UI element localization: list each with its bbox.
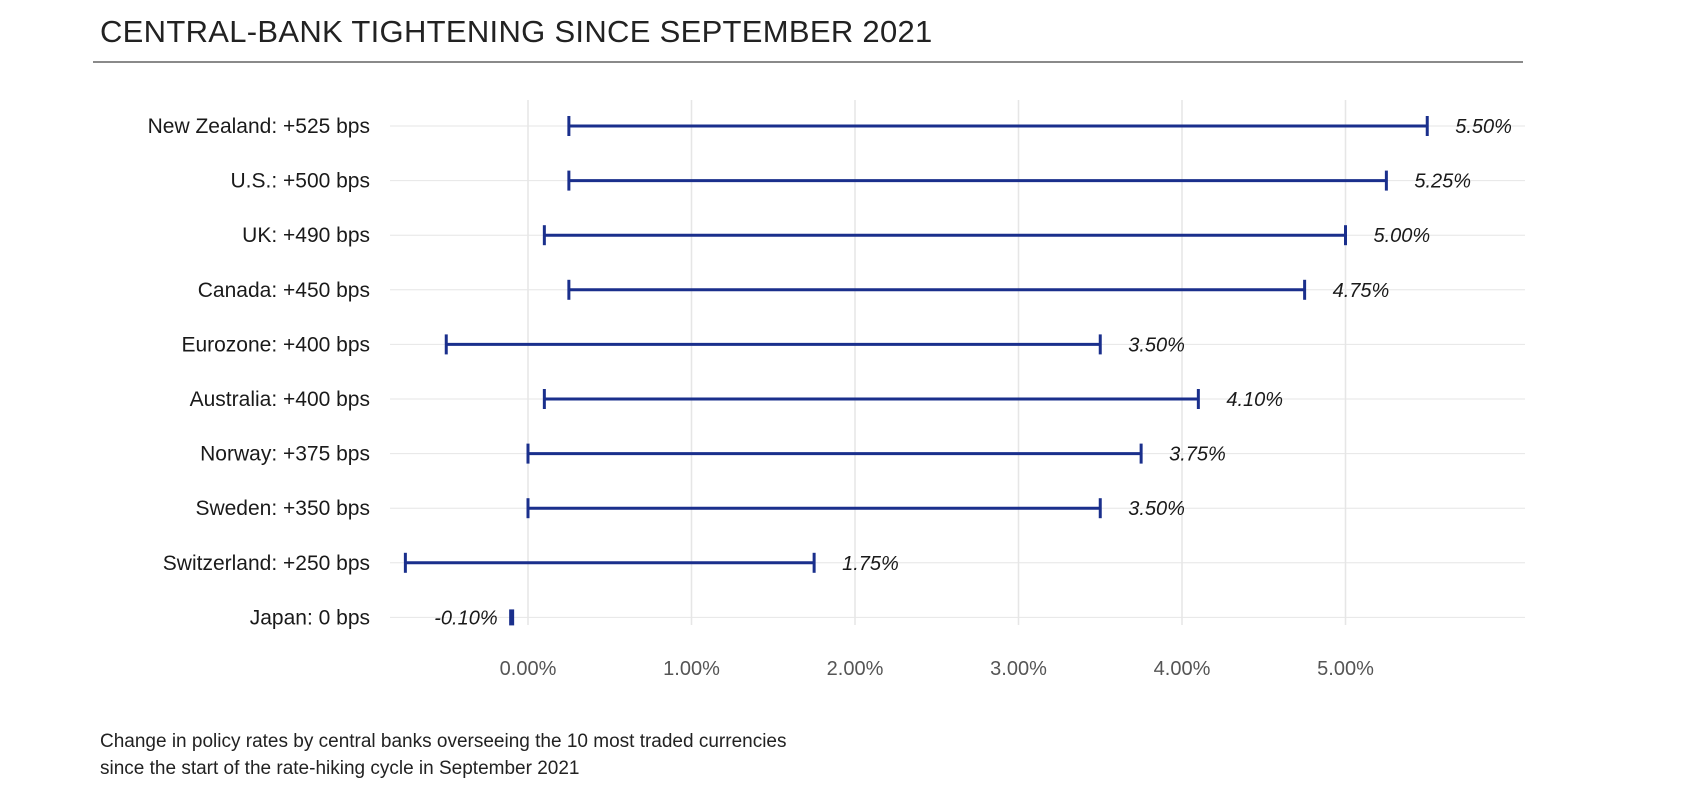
end-value-label: 5.50% bbox=[1455, 116, 1512, 138]
row-label: Eurozone: +400 bps bbox=[181, 333, 370, 356]
end-value-label: 3.50% bbox=[1128, 334, 1185, 356]
end-value-label: 4.75% bbox=[1333, 280, 1390, 302]
row-label: New Zealand: +525 bps bbox=[148, 115, 370, 138]
x-tick-label: 1.00% bbox=[663, 658, 720, 680]
x-tick-label: 4.00% bbox=[1154, 658, 1211, 680]
row-label: Canada: +450 bps bbox=[198, 279, 370, 302]
end-value-label: 1.75% bbox=[842, 553, 899, 575]
row-label: Japan: 0 bps bbox=[250, 606, 370, 629]
x-tick-label: 5.00% bbox=[1317, 658, 1374, 680]
row-label: UK: +490 bps bbox=[242, 224, 370, 247]
row-label: Australia: +400 bps bbox=[190, 388, 370, 411]
end-value-label: 3.75% bbox=[1169, 444, 1226, 466]
row-label: Norway: +375 bps bbox=[200, 443, 370, 466]
end-value-label: 4.10% bbox=[1226, 389, 1283, 411]
end-value-label: 5.00% bbox=[1374, 225, 1431, 247]
row-label: Sweden: +350 bps bbox=[195, 497, 370, 520]
row-label: U.S.: +500 bps bbox=[230, 170, 370, 193]
end-value-label: 3.50% bbox=[1128, 498, 1185, 520]
row-label: Switzerland: +250 bps bbox=[163, 552, 370, 575]
caption-line-1: Change in policy rates by central banks … bbox=[100, 731, 787, 752]
x-tick-label: 2.00% bbox=[827, 658, 884, 680]
end-value-label: 5.25% bbox=[1414, 171, 1471, 193]
chart-title: CENTRAL-BANK TIGHTENING SINCE SEPTEMBER … bbox=[100, 14, 933, 49]
x-tick-label: 3.00% bbox=[990, 658, 1047, 680]
chart-caption: Change in policy rates by central banks … bbox=[100, 728, 787, 782]
end-value-label: -0.10% bbox=[434, 607, 497, 629]
caption-line-2: since the start of the rate-hiking cycle… bbox=[100, 758, 580, 779]
dumbbell-chart: 0.00% 1.00% 2.00% 3.00% 4.00% 5.00% New Zealan… bbox=[148, 100, 1525, 680]
x-tick-label: 0.00% bbox=[500, 658, 557, 680]
title-divider bbox=[93, 61, 1523, 63]
